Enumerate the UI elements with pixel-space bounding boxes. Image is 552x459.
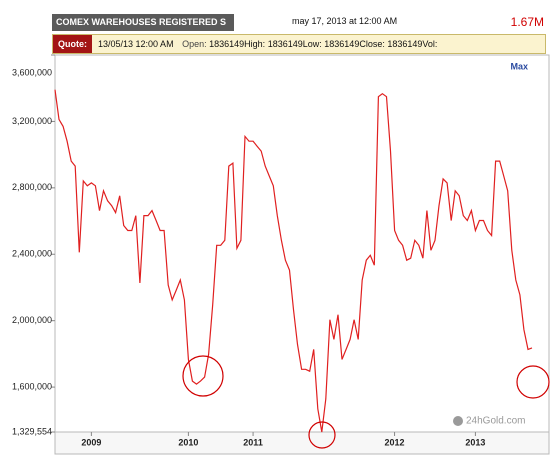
x-tick-label: 2011 [243, 437, 263, 447]
max-button[interactable]: Max [510, 61, 528, 71]
top-bar: COMEX WAREHOUSES REGISTERED S may 17, 20… [0, 14, 552, 32]
last-value: 1.67M [510, 15, 544, 29]
date: may 17, 2013 at 12:00 AM [292, 16, 398, 26]
y-tick-label: 2,800,000 [12, 182, 52, 192]
high: 1836149 [267, 39, 303, 49]
x-axis-band [54, 431, 550, 455]
close-label: Close: [359, 39, 385, 49]
quote-label: Quote: [53, 35, 92, 53]
y-tick-label: 1,329,554 [12, 426, 52, 436]
highlight-circle [182, 355, 224, 397]
y-tick-label: 3,600,000 [12, 67, 52, 77]
close: 1836149 [387, 39, 423, 49]
y-tick-label: 2,400,000 [12, 249, 52, 259]
low-label: Low: [302, 39, 322, 49]
low: 1836149 [324, 39, 360, 49]
x-tick-label: 2009 [81, 437, 101, 447]
y-tick-label: 2,000,000 [12, 315, 52, 325]
high-label: High: [244, 39, 266, 49]
open-label: Open: [182, 39, 207, 49]
x-tick-label: 2010 [178, 437, 198, 447]
x-tick-label: 2012 [385, 437, 405, 447]
y-tick-label: 3,200,000 [12, 116, 52, 126]
chart-title: COMEX WAREHOUSES REGISTERED S [52, 14, 234, 31]
y-tick-label: 1,600,000 [12, 381, 52, 391]
open: 1836149 [209, 39, 245, 49]
vol-label: Vol: [422, 39, 438, 49]
line [54, 89, 533, 433]
watermark: 24hGold.com [466, 416, 525, 427]
highlight-circle [516, 365, 550, 399]
plot-area [54, 54, 550, 433]
quote-time: 13/05/13 12:00 AM [98, 39, 174, 49]
quote-bar: Quote: 13/05/13 12:00 AM Open: 1836149Hig… [52, 34, 546, 54]
watermark-icon [453, 416, 463, 426]
marks: 1,329,554 1,600,000 2,000,000 2,400,000 2,80… [12, 54, 533, 447]
x-tick-label: 2013 [465, 437, 485, 447]
highlight-circle [308, 421, 336, 449]
